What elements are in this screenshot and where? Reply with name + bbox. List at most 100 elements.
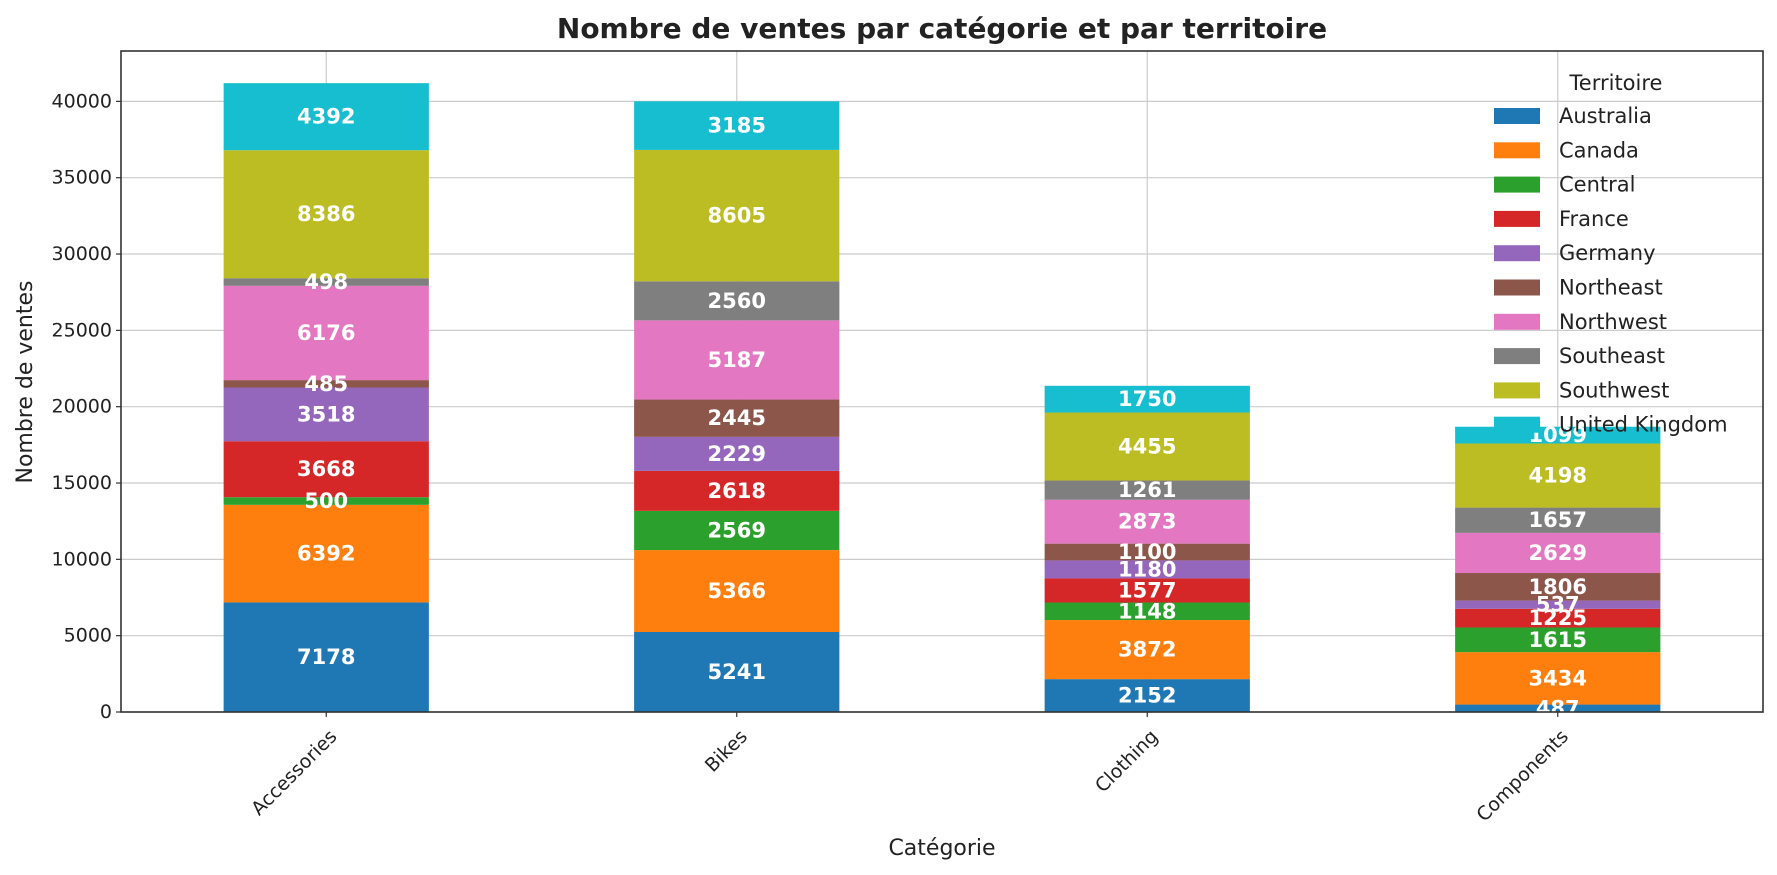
y-tick-label: 15000	[52, 472, 112, 494]
segment-value-label: 8605	[708, 204, 766, 228]
x-tick-label: Accessories	[247, 726, 341, 820]
bar-segment-components-northeast	[1455, 573, 1661, 601]
segment-value-label: 1100	[1118, 540, 1176, 564]
segment-value-label: 1615	[1529, 628, 1587, 652]
y-tick-label: 25000	[52, 319, 112, 341]
bar-segment-components-france	[1455, 608, 1661, 628]
bar-segment-bikes-france	[634, 470, 840, 511]
segment-value-label: 5366	[708, 579, 766, 603]
y-tick-label: 5000	[64, 625, 112, 647]
bar-segment-bikes-united-kingdom	[634, 101, 840, 150]
x-axis-label: Catégorie	[888, 836, 995, 861]
segment-value-label: 2569	[708, 518, 766, 542]
bar-segment-clothing-canada	[1044, 620, 1250, 680]
segment-value-label: 500	[304, 489, 348, 513]
legend-label: Southeast	[1559, 344, 1665, 368]
y-tick-label: 20000	[52, 396, 112, 418]
bar-segment-accessories-canada	[223, 504, 429, 603]
legend-swatch	[1494, 142, 1540, 159]
segment-value-label: 3872	[1118, 638, 1176, 662]
bar-segment-clothing-australia	[1044, 679, 1250, 712]
bar-segment-clothing-central	[1044, 602, 1250, 621]
bar-segment-accessories-southwest	[223, 150, 429, 279]
segment-value-label: 1225	[1529, 606, 1587, 630]
legend-label: Northeast	[1559, 276, 1663, 300]
bar-segment-bikes-southwest	[634, 149, 840, 282]
segment-value-label: 1657	[1529, 508, 1587, 532]
legend-label: Australia	[1559, 104, 1652, 128]
y-tick-label: 10000	[52, 548, 112, 570]
bar-segment-bikes-northwest	[634, 320, 840, 400]
y-tick-label: 0	[100, 701, 112, 723]
legend-label: Central	[1559, 173, 1635, 197]
legend-label: United Kingdom	[1559, 413, 1728, 437]
bar-segment-bikes-central	[634, 510, 840, 551]
bars	[223, 83, 1661, 712]
bar-segment-bikes-australia	[634, 631, 840, 712]
x-tick-label: Components	[1472, 726, 1573, 827]
segment-value-label: 4198	[1529, 464, 1587, 488]
bar-segment-accessories-central	[223, 497, 429, 505]
legend-swatch	[1494, 245, 1540, 262]
legend-swatch	[1494, 382, 1540, 399]
segment-value-label: 2873	[1118, 510, 1176, 534]
bar-segment-clothing-united-kingdom	[1044, 385, 1250, 413]
legend-swatch	[1494, 279, 1540, 296]
segment-value-label: 1806	[1529, 575, 1587, 599]
y-tick-label: 35000	[52, 167, 112, 189]
segment-value-label: 2152	[1118, 684, 1176, 708]
segment-value-label: 6392	[297, 542, 355, 566]
bar-segment-accessories-southeast	[223, 278, 429, 286]
segment-value-label: 1750	[1118, 387, 1176, 411]
legend-swatch	[1494, 416, 1540, 433]
legend-label: France	[1559, 207, 1629, 231]
segment-value-label: 537	[1536, 593, 1580, 617]
segment-value-label: 498	[304, 270, 348, 294]
segment-value-label: 8386	[297, 202, 355, 226]
segment-value-label: 6176	[297, 321, 355, 345]
segment-value-label: 2229	[708, 442, 766, 466]
legend-title: Territoire	[1569, 71, 1663, 95]
segment-value-label: 1577	[1118, 578, 1176, 602]
segment-value-label: 5241	[708, 660, 766, 684]
legend-swatch	[1494, 108, 1540, 124]
bar-segment-bikes-germany	[634, 436, 840, 471]
bar-segment-components-central	[1455, 627, 1661, 653]
bar-segment-components-southwest	[1455, 443, 1661, 508]
bar-segment-components-canada	[1455, 652, 1661, 705]
legend-swatch	[1494, 313, 1540, 330]
bar-segment-clothing-france	[1044, 578, 1250, 603]
bar-segment-accessories-united-kingdom	[223, 83, 429, 151]
legend-swatch	[1494, 348, 1540, 365]
segment-value-label: 1261	[1118, 478, 1176, 502]
bar-segment-bikes-southeast	[634, 281, 840, 321]
segment-value-label: 485	[304, 372, 348, 396]
bar-segment-bikes-canada	[634, 550, 840, 632]
bar-segment-accessories-france	[223, 441, 429, 498]
y-tick-label: 30000	[52, 243, 112, 265]
bar-segment-clothing-southeast	[1044, 480, 1250, 500]
x-tick-label: Clothing	[1091, 726, 1162, 797]
segment-value-label: 2618	[708, 479, 766, 503]
bar-segment-components-northwest	[1455, 532, 1661, 574]
segment-value-label: 7178	[297, 645, 355, 669]
segment-value-label: 3668	[297, 457, 355, 481]
chart-title: Nombre de ventes par catégorie et par te…	[557, 12, 1327, 45]
legend-swatch	[1494, 210, 1540, 227]
segment-value-label: 1148	[1118, 599, 1176, 623]
legend-label: Germany	[1559, 241, 1656, 265]
segment-value-label: 4392	[297, 105, 355, 129]
bar-segment-components-germany	[1455, 600, 1661, 609]
legend: Territoire Australia Canada Central France Ge…	[1494, 71, 1728, 437]
segment-labels: 7178 6392 500 3668 3518 485 6176 498 8386 4392 524…	[297, 105, 1587, 721]
bar-segment-clothing-northwest	[1044, 499, 1250, 544]
bar-segment-bikes-northeast	[634, 399, 840, 437]
legend-label: Canada	[1559, 138, 1639, 162]
bar-segment-components-southeast	[1455, 507, 1661, 533]
segment-value-label: 2445	[708, 406, 766, 430]
y-axis-label: Nombre de ventes	[13, 280, 38, 483]
bar-segment-accessories-northwest	[223, 285, 429, 381]
plot-frame	[120, 50, 1764, 713]
